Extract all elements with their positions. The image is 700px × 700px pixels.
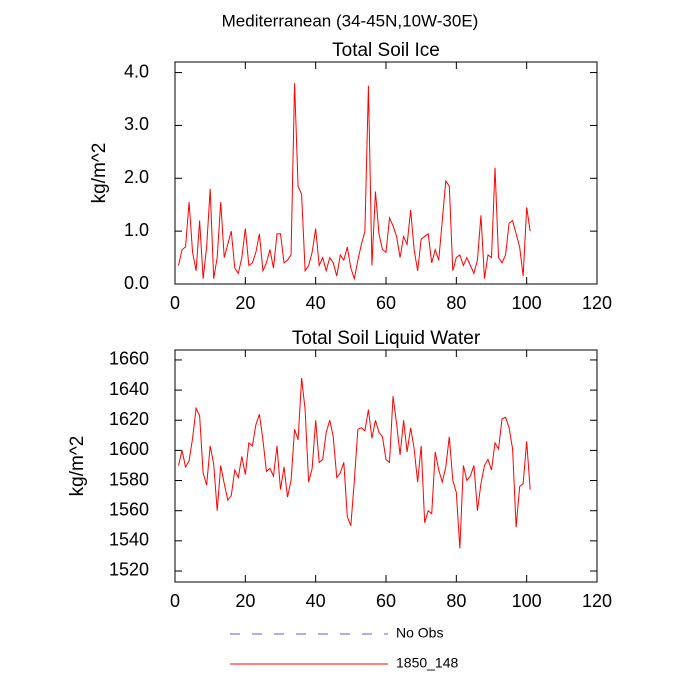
x-tick-label: 120 [582,293,612,313]
x-tick-label: 40 [306,591,326,611]
data-line [178,83,531,281]
data-line [178,377,531,549]
y-tick-label: 1600 [109,439,149,459]
x-tick-label: 100 [512,293,542,313]
x-tick-label: 0 [170,293,180,313]
x-tick-label: 0 [170,591,180,611]
y-tick-label: 1620 [109,409,149,429]
legend-label: 1850_148 [396,655,459,671]
x-tick-label: 60 [376,591,396,611]
x-tick-label: 20 [235,591,255,611]
y-tick-label: 1660 [109,349,149,369]
y-tick-label: 4.0 [124,61,149,81]
x-tick-label: 20 [235,293,255,313]
y-tick-label: 3.0 [124,114,149,134]
y-tick-label: 1540 [109,530,149,550]
x-tick-label: 120 [582,591,612,611]
y-tick-label: 1.0 [124,220,149,240]
y-axis-label: kg/m^2 [89,143,110,204]
x-tick-label: 60 [376,293,396,313]
x-tick-label: 100 [512,591,542,611]
y-tick-label: 1580 [109,469,149,489]
y-tick-label: 0.0 [124,273,149,293]
x-tick-label: 80 [446,591,466,611]
plot-frame [174,349,598,583]
x-tick-label: 40 [306,293,326,313]
y-tick-label: 2.0 [124,167,149,187]
legend-label: No Obs [396,625,443,641]
figure-title: Mediterranean (34-45N,10W-30E) [222,11,479,30]
x-tick-label: 80 [446,293,466,313]
chart-title: Total Soil Liquid Water [292,328,481,349]
y-axis-label: kg/m^2 [67,436,88,497]
chart-title: Total Soil Ice [332,40,440,61]
y-tick-label: 1520 [109,560,149,580]
y-tick-label: 1640 [109,379,149,399]
y-tick-label: 1560 [109,499,149,519]
